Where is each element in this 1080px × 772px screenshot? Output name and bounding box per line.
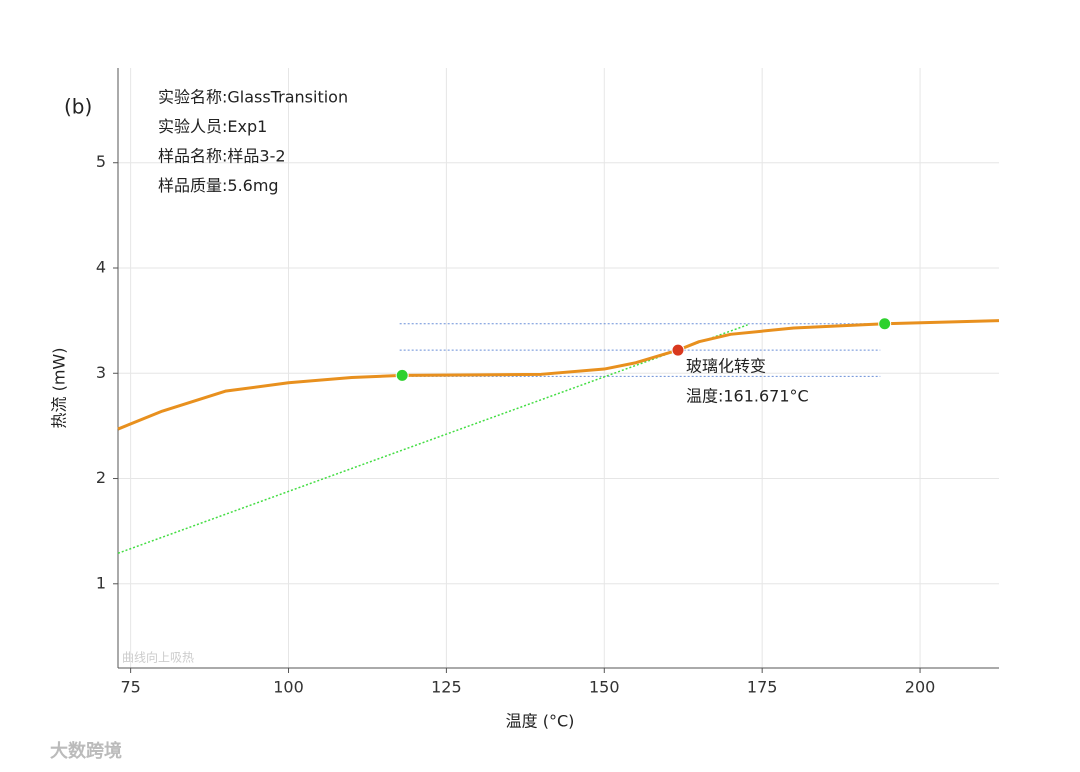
annotation-text: 温度:161.671°C: [686, 387, 809, 406]
x-tick-label: 175: [747, 678, 778, 697]
panel-label: (b): [64, 95, 92, 119]
y-tick-label: 2: [96, 468, 106, 487]
marker-point: [878, 317, 892, 331]
tangent-line: [117, 324, 748, 554]
x-tick-label: 150: [589, 678, 620, 697]
x-axis-label: 温度 (°C): [506, 712, 575, 731]
y-tick-label: 3: [96, 363, 106, 382]
y-axis-label: 热流 (mW): [50, 348, 69, 429]
marker-point: [671, 343, 685, 357]
x-tick-label: 75: [120, 678, 140, 697]
marker-point: [395, 368, 409, 382]
annotation-title: 玻璃化转变: [686, 357, 766, 376]
x-tick-label: 200: [905, 678, 936, 697]
info-line: 样品质量:5.6mg: [158, 176, 279, 195]
corner-note: 曲线向上吸热: [122, 650, 194, 665]
info-line: 实验人员:Exp1: [158, 117, 267, 136]
y-tick-label: 5: [96, 152, 106, 171]
info-line: 样品名称:样品3-2: [158, 147, 286, 166]
y-tick-label: 4: [96, 258, 106, 277]
watermark: 大数跨境: [50, 740, 122, 762]
series-line: [117, 319, 1000, 431]
info-line: 实验名称:GlassTransition: [158, 88, 348, 107]
y-tick-label: 1: [96, 573, 106, 592]
x-tick-label: 100: [273, 678, 304, 697]
x-tick-label: 125: [431, 678, 462, 697]
